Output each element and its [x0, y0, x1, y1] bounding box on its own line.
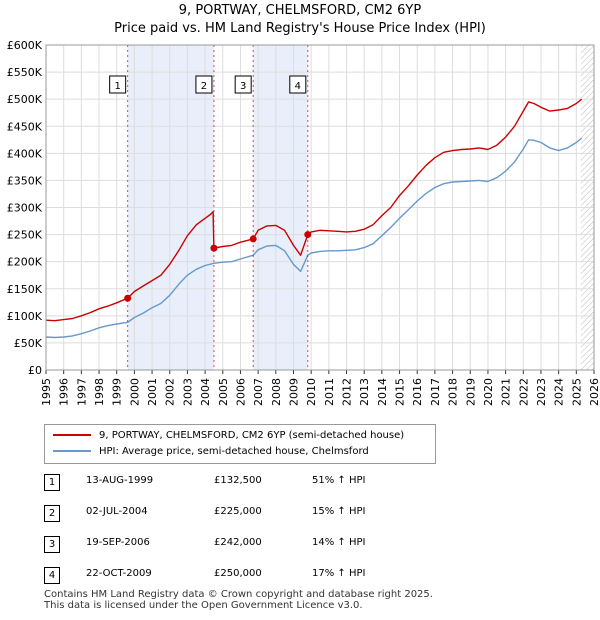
- sale-date: 22-OCT-2009: [86, 568, 152, 579]
- sale-marker-box: [289, 75, 307, 94]
- sale-number-badge: 2: [44, 505, 60, 522]
- y-tick-label: £400K: [7, 147, 43, 160]
- sale-marker-box: [234, 75, 252, 94]
- sale-price: £250,000: [214, 568, 262, 579]
- sale-hpi-change: 14% ↑ HPI: [312, 537, 366, 548]
- legend-item-property: 9, PORTWAY, CHELMSFORD, CM2 6YP (semi-de…: [53, 428, 404, 444]
- x-tick-label: 2020: [482, 378, 495, 406]
- x-tick-label: 2004: [199, 378, 212, 406]
- chart-subtitle: Price paid vs. HM Land Registry's House …: [114, 21, 486, 36]
- sale-date: 02-JUL-2004: [86, 506, 148, 517]
- sale-price: £132,500: [214, 475, 262, 486]
- x-tick-label: 2002: [164, 378, 177, 406]
- series-line-hpi: [45, 137, 583, 339]
- plot-frame: [45, 44, 595, 371]
- sale-marker-label: 4: [295, 81, 301, 92]
- sale-price: £242,000: [214, 537, 262, 548]
- sale-point: [210, 244, 218, 252]
- x-tick-label: 2015: [394, 378, 407, 406]
- sale-marker-label: 2: [201, 81, 207, 92]
- x-tick-label: 1997: [75, 378, 88, 406]
- y-tick-label: £500K: [7, 93, 43, 106]
- legend-item-hpi: HPI: Average price, semi-detached house,…: [53, 444, 369, 460]
- x-tick-label: 2022: [517, 378, 530, 406]
- x-tick-label: 2014: [376, 378, 389, 406]
- sale-number-badge: 1: [44, 474, 60, 491]
- x-tick-label: 2008: [270, 378, 283, 406]
- sale-date: 19-SEP-2006: [86, 537, 150, 548]
- x-tick-label: 2018: [447, 378, 460, 406]
- y-tick-label: £250K: [7, 229, 43, 242]
- x-tick-label: 2016: [411, 378, 424, 406]
- y-tick-label: £300K: [7, 202, 43, 215]
- x-tick-label: 2026: [588, 378, 600, 406]
- legend-label-property: 9, PORTWAY, CHELMSFORD, CM2 6YP (semi-de…: [99, 430, 405, 441]
- x-tick-label: 2000: [128, 378, 141, 406]
- footer-line-licence: This data is licensed under the Open Gov…: [44, 600, 363, 611]
- chart-legend: 9, PORTWAY, CHELMSFORD, CM2 6YP (semi-de…: [44, 424, 436, 464]
- x-tick-label: 2024: [553, 378, 566, 406]
- x-tick-label: 2001: [146, 378, 159, 406]
- y-tick-label: £350K: [7, 174, 43, 187]
- footer-note: Contains HM Land Registry data © Crown c…: [44, 589, 433, 611]
- sale-hpi-change: 15% ↑ HPI: [312, 506, 366, 517]
- x-tick-label: 2025: [570, 378, 583, 406]
- x-tick-label: 1998: [93, 378, 106, 406]
- sale-marker-label: 1: [114, 81, 120, 92]
- y-tick-label: £450K: [7, 120, 43, 133]
- x-tick-label: 2019: [464, 378, 477, 406]
- x-tick-label: 2013: [358, 378, 371, 406]
- y-tick-label: £50K: [14, 337, 43, 350]
- y-tick-label: £600K: [7, 39, 43, 52]
- x-tick-label: 2023: [535, 378, 548, 406]
- sale-hpi-change: 17% ↑ HPI: [312, 568, 366, 579]
- sale-marker-label: 3: [240, 81, 246, 92]
- chart-title: 9, PORTWAY, CHELMSFORD, CM2 6YP: [178, 3, 422, 18]
- x-tick-label: 2012: [341, 378, 354, 406]
- sale-price: £225,000: [214, 506, 262, 517]
- price-chart: 1 2 3 4 1995 1996 1997 1998 1999 2000 2001 2002 200…: [7, 39, 600, 406]
- x-tick-label: 2009: [287, 378, 300, 406]
- x-tick-label: 2007: [252, 378, 265, 406]
- sale-hpi-change: 51% ↑ HPI: [312, 475, 366, 486]
- y-tick-label: £100K: [7, 310, 43, 323]
- legend-label-hpi: HPI: Average price, semi-detached house,…: [99, 446, 369, 457]
- sale-number-badge: 4: [44, 567, 60, 584]
- x-tick-label: 2005: [217, 378, 230, 406]
- y-tick-label: £200K: [7, 256, 43, 269]
- legend-swatch-hpi: [53, 450, 91, 452]
- sale-marker-box: [195, 75, 213, 94]
- sale-point: [124, 294, 132, 302]
- footer-line-copyright: Contains HM Land Registry data © Crown c…: [44, 589, 433, 600]
- x-tick-label: 2010: [305, 378, 318, 406]
- sale-point: [249, 235, 257, 243]
- x-tick-label: 2021: [500, 378, 513, 406]
- legend-swatch-property: [53, 434, 91, 436]
- x-tick-label: 1995: [40, 378, 53, 406]
- x-tick-label: 2006: [234, 378, 247, 406]
- sale-marker-box: [109, 75, 127, 94]
- x-tick-label: 2003: [181, 378, 194, 406]
- y-tick-label: £0: [28, 364, 42, 377]
- y-tick-label: £550K: [7, 66, 43, 79]
- sale-date: 13-AUG-1999: [86, 475, 154, 486]
- x-tick-label: 2011: [323, 378, 336, 406]
- x-tick-label: 1999: [111, 378, 124, 406]
- x-tick-label: 1996: [58, 378, 71, 406]
- sale-number-badge: 3: [44, 536, 60, 553]
- sale-point: [304, 231, 312, 239]
- x-tick-label: 2017: [429, 378, 442, 406]
- y-tick-label: £150K: [7, 283, 43, 296]
